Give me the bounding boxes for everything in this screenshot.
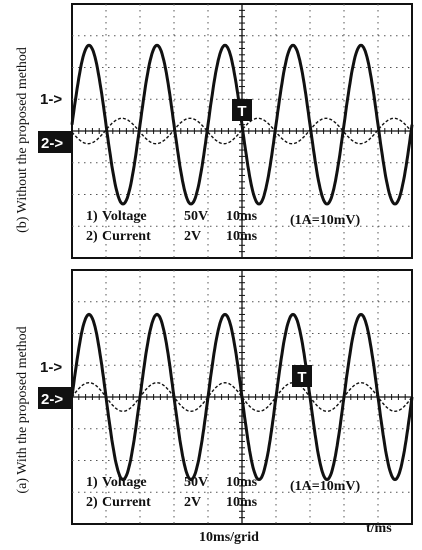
scale-note: (1A=10mV) (290, 479, 361, 494)
voltage-waveform (70, 43, 414, 206)
trigger-marker: T (237, 103, 246, 120)
panel-b-side-label: (b) Without the proposed method (15, 47, 30, 233)
channel-2-marker: 2-> (41, 135, 63, 152)
settings-scale: 2V (184, 229, 201, 244)
settings-scale: 2V (184, 495, 201, 510)
trigger-marker-bg (232, 99, 252, 121)
settings-time: 10ms (226, 475, 258, 490)
settings-name: Voltage (102, 475, 147, 490)
settings-channel: 1) (86, 475, 98, 490)
panel-b-scope: 1-> 2-> T 1) Voltage 50V 10ms 2) Current 2V 10ms (1… (38, 3, 414, 259)
panel-a-scope: 1-> 2-> T 1) Voltage 50V 10ms 2) Current 2V 10ms (1… (38, 269, 414, 525)
settings-name: Current (102, 229, 151, 244)
channel-1-marker: 1-> (40, 91, 62, 108)
trigger-marker: T (297, 369, 306, 386)
settings-time: 10ms (226, 495, 258, 510)
settings-channel: 2) (86, 495, 98, 510)
settings-name: Voltage (102, 209, 147, 224)
trigger-marker-bg (292, 365, 312, 387)
settings-time: 10ms (226, 229, 258, 244)
channel-2-marker: 2-> (41, 391, 63, 408)
x-axis-label: 10ms/grid (199, 530, 259, 545)
channel-2-marker-bg (38, 387, 72, 409)
settings-name: Current (102, 495, 151, 510)
voltage-waveform (70, 312, 414, 482)
settings-scale: 50V (184, 475, 208, 490)
settings-channel: 2) (86, 229, 98, 244)
panel-a-side-label: (a) With the proposed method (15, 326, 30, 493)
settings-channel: 1) (86, 209, 98, 224)
channel-2-marker-bg (38, 131, 72, 153)
channel-1-marker: 1-> (40, 359, 62, 376)
x-axis-unit-label: t/ms (366, 521, 392, 536)
settings-time: 10ms (226, 209, 258, 224)
settings-scale: 50V (184, 209, 208, 224)
scale-note: (1A=10mV) (290, 213, 361, 228)
current-waveform (71, 117, 413, 145)
